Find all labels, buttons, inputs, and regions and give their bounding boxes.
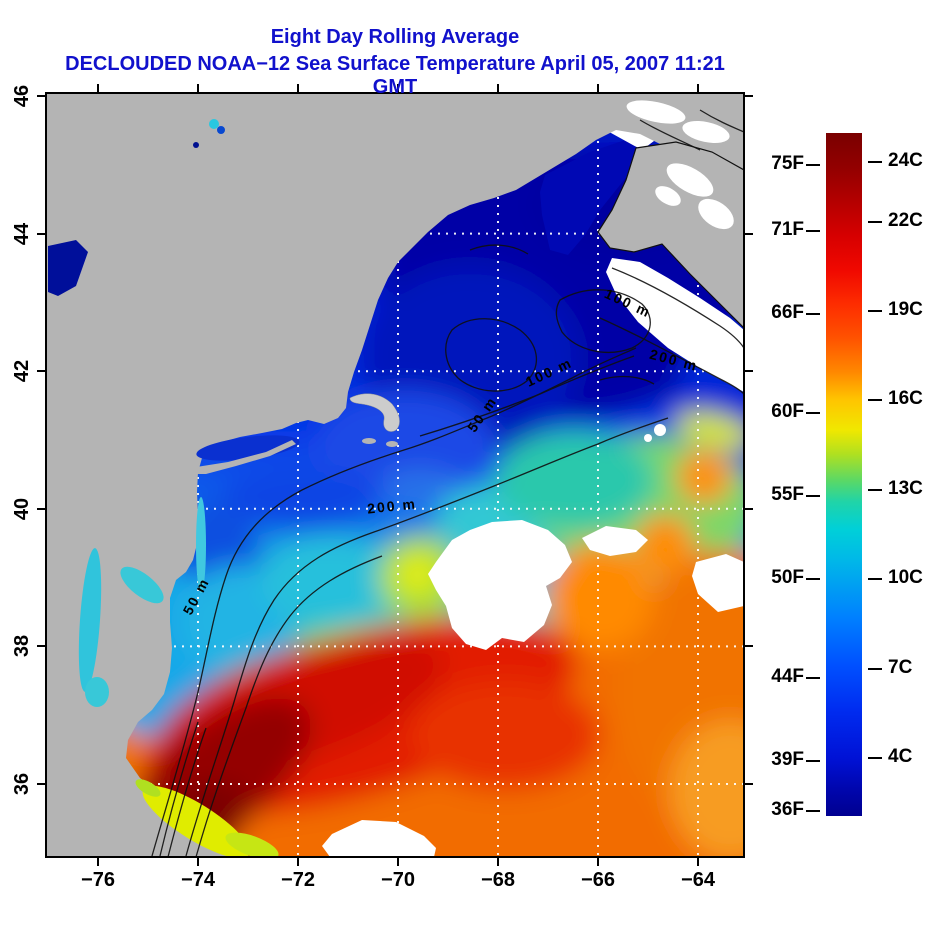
colorbar-label-f: 44F [771, 666, 804, 687]
x-tick-label: −72 [281, 869, 315, 891]
land-layer [46, 93, 744, 857]
lake-champlain [48, 240, 88, 296]
long-island-sound [196, 435, 300, 461]
chesapeake-bay [78, 548, 102, 692]
pamlico-sound-south [225, 832, 279, 857]
colorbar-label-f: 55F [771, 484, 804, 505]
x-tick-label: −76 [81, 869, 115, 891]
colorbar-gradient-bar [826, 133, 862, 816]
cloud-over-nova-scotia [698, 198, 734, 230]
colorbar-label-c: 4C [888, 746, 913, 767]
x-tick-label: −66 [581, 869, 615, 891]
y-tick-label: 40 [11, 497, 33, 521]
nantucket [386, 441, 398, 447]
colorbar [806, 133, 882, 816]
x-tick-label: −68 [481, 869, 515, 891]
inland-lake [209, 119, 219, 129]
cloud-mask [46, 93, 744, 857]
figure-title: Eight Day Rolling Average [270, 26, 520, 48]
colorbar-label-c: 16C [888, 388, 923, 409]
y-tick-label: 44 [11, 222, 33, 246]
inland-lake [193, 142, 199, 148]
axes [37, 84, 753, 866]
colorbar-label-c: 10C [888, 567, 923, 588]
albemarle-sound [135, 779, 161, 797]
colorbar-label-c: 13C [888, 478, 923, 499]
bathymetry-contours [151, 109, 744, 857]
colorbar-label-c: 22C [888, 210, 923, 231]
long-island [190, 440, 296, 474]
figure-subtitle: DECLOUDED NOAA−12 Sea Surface Temperatur… [65, 53, 725, 98]
colorbar-label-f: 71F [771, 219, 804, 240]
x-tick-label: −64 [681, 869, 715, 891]
y-tick-label: 46 [11, 84, 33, 108]
cloud-over-nova-scotia [655, 186, 681, 206]
colorbar-label-c: 19C [888, 299, 923, 320]
x-tick-label: −74 [181, 869, 215, 891]
colorbar-label-f: 66F [771, 302, 804, 323]
plot-border [45, 92, 745, 858]
colorbar-label-c: 24C [888, 150, 923, 171]
nj-nearshore-band [196, 497, 206, 593]
colorbar-label-f: 36F [771, 799, 804, 820]
colorbar-label-c: 7C [888, 657, 913, 678]
x-tick-label: −70 [381, 869, 415, 891]
y-tick-label: 38 [11, 634, 33, 658]
colorbar-label-f: 60F [771, 401, 804, 422]
colorbar-label-f: 75F [771, 153, 804, 174]
cloud-over-nova-scotia [666, 163, 714, 197]
cloud-over-new-brunswick [626, 100, 686, 124]
delaware-bay [120, 566, 164, 604]
colorbar-label-f: 39F [771, 749, 804, 770]
chesapeake-mouth [85, 677, 109, 707]
y-tick-label: 36 [11, 772, 33, 796]
cloud-over-new-brunswick [682, 121, 730, 143]
y-tick-label: 42 [11, 359, 33, 383]
inland-lake [217, 126, 225, 134]
marthas-vineyard [362, 438, 376, 444]
mainland-northeast-us [46, 93, 744, 857]
cape-cod [349, 393, 400, 432]
colorbar-label-f: 50F [771, 567, 804, 588]
colorbar-ticks [806, 161, 882, 812]
